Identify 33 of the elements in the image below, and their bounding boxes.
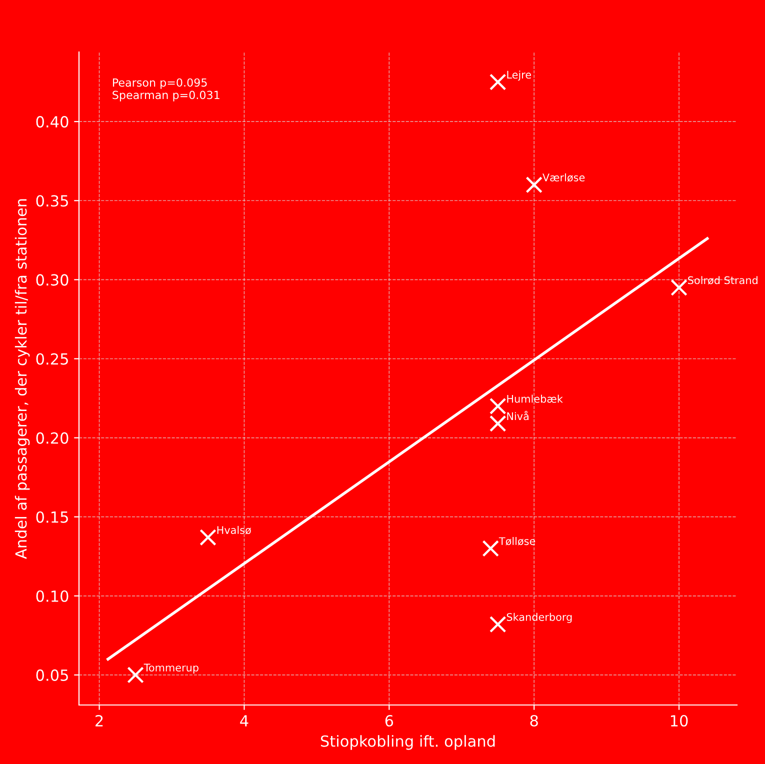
y-tick-label: 0.40 xyxy=(36,116,68,128)
annotation: Tølløse xyxy=(498,537,536,546)
y-tick-label: 0.05 xyxy=(36,669,68,681)
y-tick-label: 0.35 xyxy=(36,195,68,207)
y-tick-label: 0.25 xyxy=(36,353,68,365)
point xyxy=(526,176,542,194)
y-tick-label: 0.15 xyxy=(36,511,68,523)
y-tick-label: 0.10 xyxy=(36,590,68,602)
y-axis-title: Andel af passagerer, der cykler til/fra stationen xyxy=(14,199,30,559)
annotation: Tommerup xyxy=(144,664,198,674)
x-tick-label: 8 xyxy=(530,714,538,727)
annotation: Lejre xyxy=(507,70,532,81)
x-tick-label: 10 xyxy=(670,714,688,727)
annotation: Skanderborg xyxy=(506,612,572,623)
x-tick-label: 2 xyxy=(96,714,103,726)
point xyxy=(200,529,216,546)
x-tick-label: 4 xyxy=(240,715,248,726)
point xyxy=(670,279,688,296)
y-tick-label: 0.30 xyxy=(36,274,68,286)
y-tick-label: 0.20 xyxy=(36,432,68,444)
annotation: Værløse xyxy=(542,173,585,182)
annotation: Nivå xyxy=(507,410,528,420)
x-tick-label: 6 xyxy=(385,714,394,727)
point xyxy=(489,74,506,90)
annotation: Humlebæk xyxy=(507,394,563,403)
point xyxy=(127,666,144,684)
annotation: Pearson p=0.095 Spearman p=0.031 xyxy=(112,78,220,102)
point xyxy=(482,540,500,557)
point xyxy=(489,415,506,432)
point xyxy=(489,398,506,415)
annotation: Hvalsø xyxy=(217,526,252,534)
point xyxy=(489,616,506,633)
x-axis-title: Stiopkobling ift. opland xyxy=(320,735,495,750)
